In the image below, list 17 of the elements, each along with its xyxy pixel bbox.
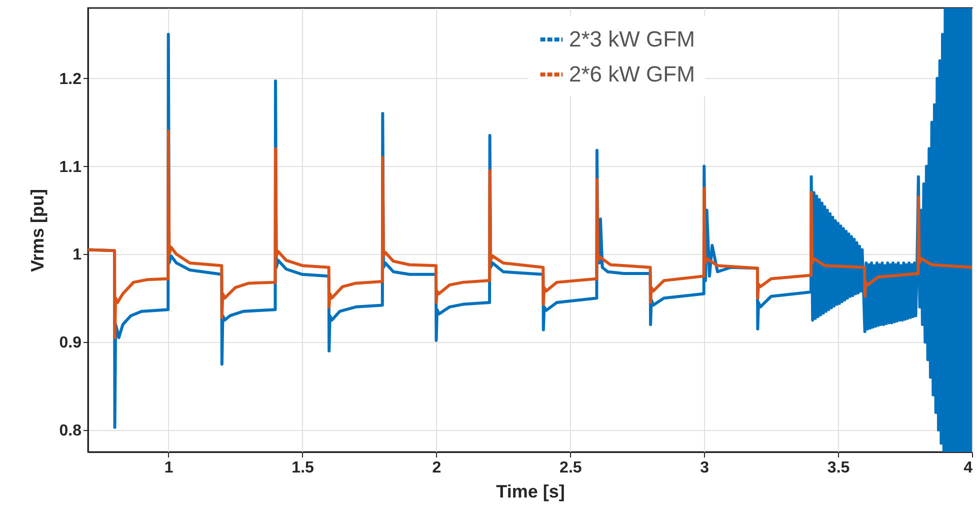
x-tick-label: 2: [432, 460, 442, 476]
x-axis-title: Time [s]: [496, 482, 565, 502]
x-tick-label: 3.5: [827, 460, 850, 476]
x-tick-label: 2.5: [560, 460, 582, 476]
x-tick-label: 1.5: [292, 460, 314, 476]
legend-label: 2*6 kW GFM: [569, 62, 695, 86]
x-tick-label: 4: [964, 460, 973, 476]
y-axis-title: Vrms [pu]: [27, 188, 48, 272]
y-tick-label: 0.8: [59, 422, 82, 440]
x-tick-label: 1: [164, 460, 174, 476]
y-tick-label: 1: [72, 246, 82, 264]
y-tick-label: 1.1: [59, 158, 82, 176]
legend-label: 2*3 kW GFM: [569, 26, 695, 52]
y-tick-label: 1.2: [59, 70, 82, 88]
line-series: [88, 130, 972, 340]
x-tick-label: 3: [700, 460, 710, 476]
y-tick-label: 0.9: [59, 334, 82, 352]
